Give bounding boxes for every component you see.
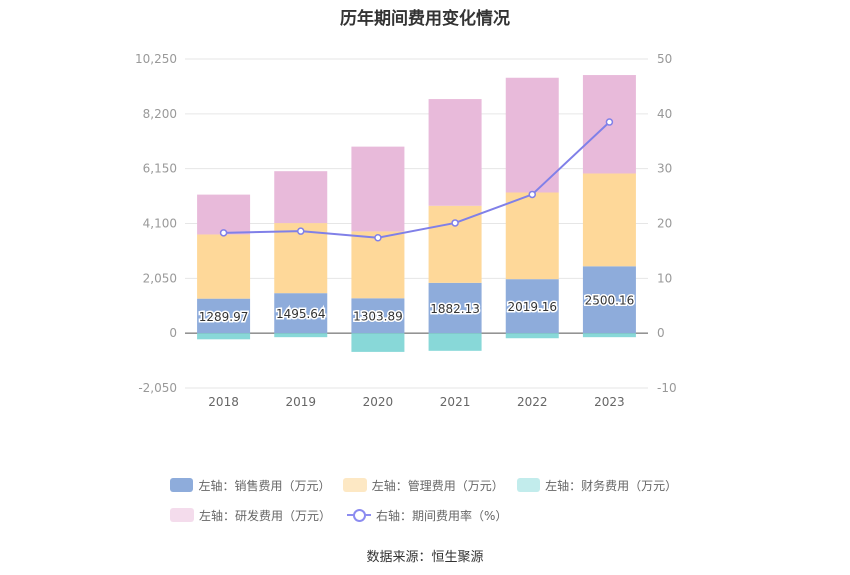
bar-segment — [428, 333, 482, 351]
data-source: 数据来源：恒生聚源 — [366, 550, 484, 565]
legend-line-icon — [347, 508, 372, 522]
bar-segment — [351, 333, 405, 352]
bar-segment — [582, 333, 636, 338]
legend-item-finance[interactable]: 左轴：财务费用（万元） — [516, 477, 678, 494]
bar-data-label: 1289.97 — [199, 310, 249, 324]
bar-segment — [351, 146, 405, 232]
legend-swatch-admin — [343, 478, 367, 492]
left-tick-label: 10,250 — [135, 52, 177, 66]
chart-title: 历年期间费用变化情况 — [340, 9, 510, 29]
legend-swatch-finance — [516, 478, 541, 492]
right-tick-label: 0 — [657, 326, 665, 340]
bar-segment — [351, 298, 405, 334]
right-tick-label: 10 — [657, 271, 672, 285]
legend-item-rate[interactable]: 右轴：期间费用率（%） — [347, 507, 507, 524]
legend-label-rate: 右轴：期间费用率（%） — [376, 508, 508, 523]
legend-item-rnd[interactable]: 左轴：研发费用（万元） — [170, 507, 331, 524]
bar-segment — [582, 266, 636, 334]
rate-line — [219, 118, 614, 242]
bar-segment — [582, 173, 636, 267]
rate-point — [605, 118, 614, 126]
x-tick-label: 2020 — [363, 395, 394, 409]
right-tick-label: 30 — [657, 162, 672, 176]
rate-point — [451, 219, 459, 227]
bar-segment — [197, 234, 251, 299]
x-tick-label: 2019 — [285, 395, 316, 409]
right-tick-label: -10 — [657, 381, 677, 395]
bar-segment — [197, 298, 251, 334]
legend-row-1: 左轴：销售费用（万元） 左轴：管理费用（万元） 左轴：财务费用（万元） — [170, 470, 690, 500]
left-tick-label: 2,050 — [143, 271, 177, 285]
legend-label-rnd: 左轴：研发费用（万元） — [199, 508, 332, 523]
bar-segment — [351, 231, 405, 299]
bar-segment — [274, 293, 328, 334]
legend-label-admin: 左轴：管理费用（万元） — [371, 478, 504, 493]
bar-segment — [197, 333, 251, 340]
bar-data-label: 2500.16 — [585, 294, 635, 308]
legend-swatch-sales — [170, 478, 194, 492]
x-axis-ticks: 2018 2019 2020 2021 2022 2023 — [208, 395, 624, 409]
left-tick-label: -2,050 — [138, 381, 177, 395]
bar-data-label: 1303.89 — [353, 310, 403, 324]
bars — [197, 75, 636, 352]
left-axis-ticks: -2,050 0 2,050 4,100 6,150 8,200 10,250 — [135, 52, 177, 395]
data-labels: 1289.97 1495.64 1303.89 1882.13 2019.16 2500.… — [197, 292, 635, 325]
left-tick-label: 8,200 — [143, 107, 177, 121]
x-tick-label: 2018 — [208, 395, 239, 409]
bar-segment — [505, 333, 559, 339]
bar-segment — [274, 171, 328, 224]
right-tick-label: 20 — [657, 217, 672, 231]
chart-plot: -2,050 0 2,050 4,100 6,150 8,200 10,250 -10 0 10… — [135, 52, 677, 409]
bar-segment — [274, 333, 328, 338]
bar-segment — [505, 279, 559, 334]
legend-label-finance: 左轴：财务费用（万元） — [545, 478, 678, 493]
bar-data-label: 2019.16 — [507, 300, 557, 314]
rate-point — [297, 227, 305, 235]
bar-segment — [197, 194, 251, 235]
grid-lines — [185, 58, 648, 389]
legend-swatch-rnd — [170, 508, 194, 522]
bar-data-label: 1495.64 — [276, 307, 326, 321]
bar-data-label: 1882.13 — [430, 302, 480, 316]
rate-point — [528, 190, 536, 199]
legend-row-2: 左轴：研发费用（万元） 右轴：期间费用率（%） — [170, 500, 690, 530]
right-tick-label: 40 — [657, 107, 672, 121]
legend-item-sales[interactable]: 左轴：销售费用（万元） — [170, 477, 331, 494]
rate-point — [374, 234, 382, 242]
bar-segment — [428, 99, 482, 206]
rate-point — [219, 229, 228, 237]
right-tick-label: 50 — [657, 52, 672, 66]
bar-segment — [428, 282, 482, 334]
x-tick-label: 2022 — [517, 395, 548, 409]
legend-item-admin[interactable]: 左轴：管理费用（万元） — [343, 477, 504, 494]
bar-segment — [428, 205, 482, 283]
left-tick-label: 0 — [169, 326, 177, 340]
right-axis-ticks: -10 0 10 20 30 40 50 — [657, 52, 677, 395]
legend: 左轴：销售费用（万元） 左轴：管理费用（万元） 左轴：财务费用（万元） 左轴：研… — [170, 470, 690, 530]
left-tick-label: 4,100 — [143, 217, 177, 231]
x-tick-label: 2023 — [594, 395, 625, 409]
x-tick-label: 2021 — [440, 395, 471, 409]
rate-line-path — [223, 121, 611, 239]
left-tick-label: 6,150 — [143, 162, 177, 176]
bar-segment — [505, 77, 559, 193]
legend-label-sales: 左轴：销售费用（万元） — [198, 478, 331, 493]
bar-segment — [505, 192, 559, 280]
